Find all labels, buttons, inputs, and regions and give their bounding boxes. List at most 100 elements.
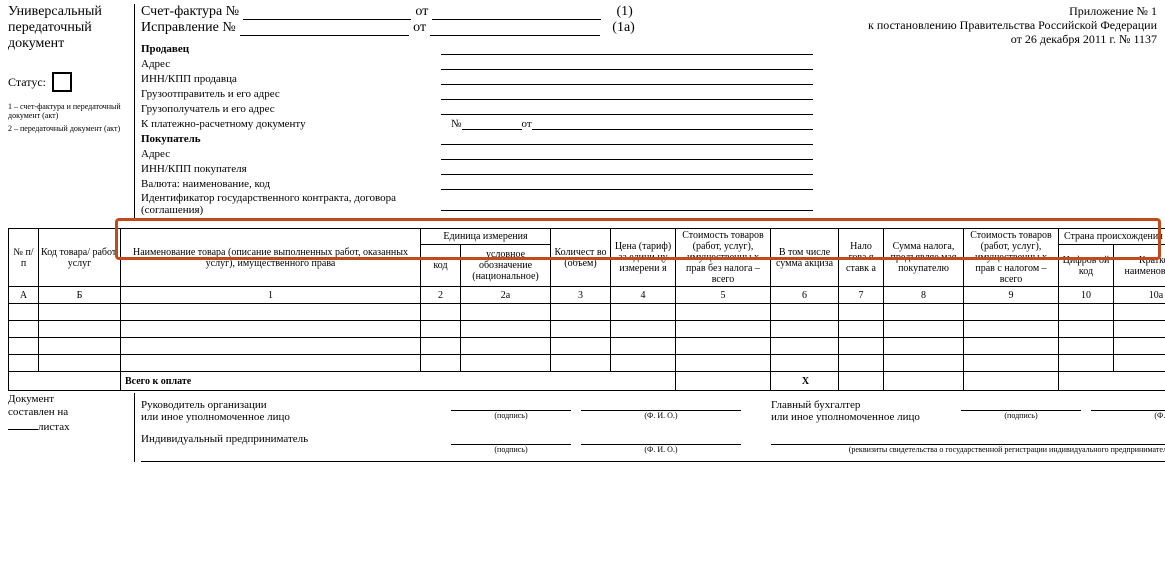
invoice-from-label: от: [415, 4, 428, 20]
doc-comp-line1: Документ: [8, 393, 128, 406]
main-table: № п/п Код товара/ работ, услуг Наименова…: [8, 228, 1165, 391]
head-fio-field[interactable]: [581, 398, 741, 411]
invoice-no-field[interactable]: [243, 7, 411, 20]
paren-1: (1): [605, 4, 645, 20]
acc-sign-field[interactable]: [961, 398, 1081, 411]
buyer-address-label: Адрес: [141, 148, 441, 160]
doc-comp-line2: составлен на: [8, 406, 128, 419]
ie-rekv-field[interactable]: [771, 432, 1165, 445]
middle-column: Счет-фактура № от (1) Исправление № от (…: [135, 4, 817, 218]
invoice-date-field[interactable]: [432, 7, 600, 20]
coln-2: 2: [421, 287, 461, 304]
coln-3: 3: [551, 287, 611, 304]
buyer-inn-label: ИНН/КПП покупателя: [141, 163, 441, 175]
acc-sign-cap: (подпись): [961, 411, 1081, 420]
paren-1a: (1а): [604, 20, 644, 36]
page: Универсальный передаточный документ Стат…: [0, 0, 1165, 583]
footnotes: 1 – счет-фактура и передаточный документ…: [8, 102, 128, 133]
th-tax-rate: Нало гова я ставк а: [839, 229, 884, 287]
coln-2a: 2а: [461, 287, 551, 304]
seller-inn-field[interactable]: [441, 72, 813, 85]
table-row: [9, 304, 1165, 321]
correction-from-label: от: [413, 20, 426, 36]
annex-column: Приложение № 1 к постановлению Правитель…: [817, 4, 1157, 218]
gov-contract-field[interactable]: [441, 198, 813, 211]
ie-rekv-cap: (реквизиты свидетельства о государственн…: [771, 445, 1165, 454]
table-row: [9, 338, 1165, 355]
total-x: Х: [771, 372, 839, 391]
payment-no-label: №: [451, 118, 462, 130]
status-label: Статус:: [8, 75, 46, 90]
upd-title: Универсальный передаточный документ: [8, 4, 128, 52]
coln-7: 7: [839, 287, 884, 304]
footnote-2: 2 – передаточный документ (акт): [8, 124, 128, 133]
invoice-no-label: Счет-фактура №: [141, 4, 239, 20]
th-no: № п/п: [9, 229, 39, 287]
th-cost-wo-tax: Стоимость товаров (работ, услуг), имущес…: [676, 229, 771, 287]
annex-line2: к постановлению Правительства Российской…: [817, 18, 1157, 32]
coln-9: 9: [964, 287, 1059, 304]
total-row: Всего к оплате Х: [9, 372, 1165, 391]
coln-a: А: [9, 287, 39, 304]
th-unit-code: код: [421, 245, 461, 287]
th-code: Код товара/ работ, услуг: [39, 229, 121, 287]
sheets-field[interactable]: [8, 419, 38, 430]
doc-composed: Документ составлен на листах: [8, 393, 135, 462]
buyer-address-field[interactable]: [441, 147, 813, 160]
or-auth-label-2: или иное уполномоченное лицо: [771, 411, 961, 423]
correction-date-field[interactable]: [430, 23, 599, 36]
seller-block: Продавец Адрес ИНН/КПП продавца Грузоотп…: [141, 40, 813, 218]
below-section: Документ составлен на листах Руководител…: [8, 393, 1157, 462]
coln-6: 6: [771, 287, 839, 304]
payment-date-field[interactable]: [532, 117, 813, 130]
th-unit-group: Единица измерения: [421, 229, 551, 245]
column-number-row: А Б 1 2 2а 3 4 5 6 7 8 9 10 10а 11: [9, 287, 1165, 304]
head-fio-cap: (Ф. И. О.): [581, 411, 741, 420]
correction-no-field[interactable]: [240, 23, 409, 36]
chief-acc-label: Главный бухгалтер: [771, 399, 961, 411]
buyer-label: Покупатель: [141, 133, 441, 145]
ie-fio-field[interactable]: [581, 432, 741, 445]
th-price: Цена (тариф) за едини цу измерени я: [611, 229, 676, 287]
buyer-field[interactable]: [441, 132, 813, 145]
th-unit-name: условное обозначение (национальное): [461, 245, 551, 287]
coln-b: Б: [39, 287, 121, 304]
coln-5: 5: [676, 287, 771, 304]
footnote-1: 1 – счет-фактура и передаточный документ…: [8, 102, 128, 120]
doc-comp-line3: листах: [38, 421, 70, 433]
head-sign-field[interactable]: [451, 398, 571, 411]
coln-10a: 10а: [1114, 287, 1165, 304]
or-auth-label-1: или иное уполномоченное лицо: [141, 411, 451, 423]
coln-10: 10: [1059, 287, 1114, 304]
ie-sign-field[interactable]: [451, 432, 571, 445]
table-row: [9, 321, 1165, 338]
left-column: Универсальный передаточный документ Стат…: [8, 4, 135, 218]
annex-line1: Приложение № 1: [817, 4, 1157, 18]
coln-4: 4: [611, 287, 676, 304]
head-org-label: Руководитель организации: [141, 399, 451, 411]
seller-address-field[interactable]: [441, 57, 813, 70]
seller-field[interactable]: [441, 42, 813, 55]
bottom-rule: [141, 461, 1165, 462]
buyer-inn-field[interactable]: [441, 162, 813, 175]
payment-doc-label: К платежно-расчетному документу: [141, 118, 441, 130]
gov-contract-label: Идентификатор государственного контракта…: [141, 192, 441, 216]
th-name: Наименование товара (описание выполненны…: [121, 229, 421, 287]
status-checkbox[interactable]: [52, 72, 72, 92]
th-country-code: Цифров ой код: [1059, 245, 1114, 287]
th-country-name: Краткое наименован ие: [1114, 245, 1165, 287]
head-sign-cap: (подпись): [451, 411, 571, 420]
acc-fio-cap: (Ф. И. О.): [1091, 411, 1165, 420]
table-body: Всего к оплате Х: [9, 304, 1165, 391]
total-label: Всего к оплате: [121, 372, 676, 391]
payment-no-field[interactable]: [462, 117, 522, 130]
th-tax-sum: Сумма налога, предъявляе мая покупателю: [884, 229, 964, 287]
th-qty: Количест во (объем): [551, 229, 611, 287]
acc-fio-field[interactable]: [1091, 398, 1165, 411]
th-cost-w-tax: Стоимость товаров (работ, услуг), имущес…: [964, 229, 1059, 287]
consignor-field[interactable]: [441, 87, 813, 100]
consignee-field[interactable]: [441, 102, 813, 115]
ie-fio-cap: (Ф. И. О.): [581, 445, 741, 454]
table-head: № п/п Код товара/ работ, услуг Наименова…: [9, 229, 1165, 304]
currency-field[interactable]: [441, 177, 813, 190]
